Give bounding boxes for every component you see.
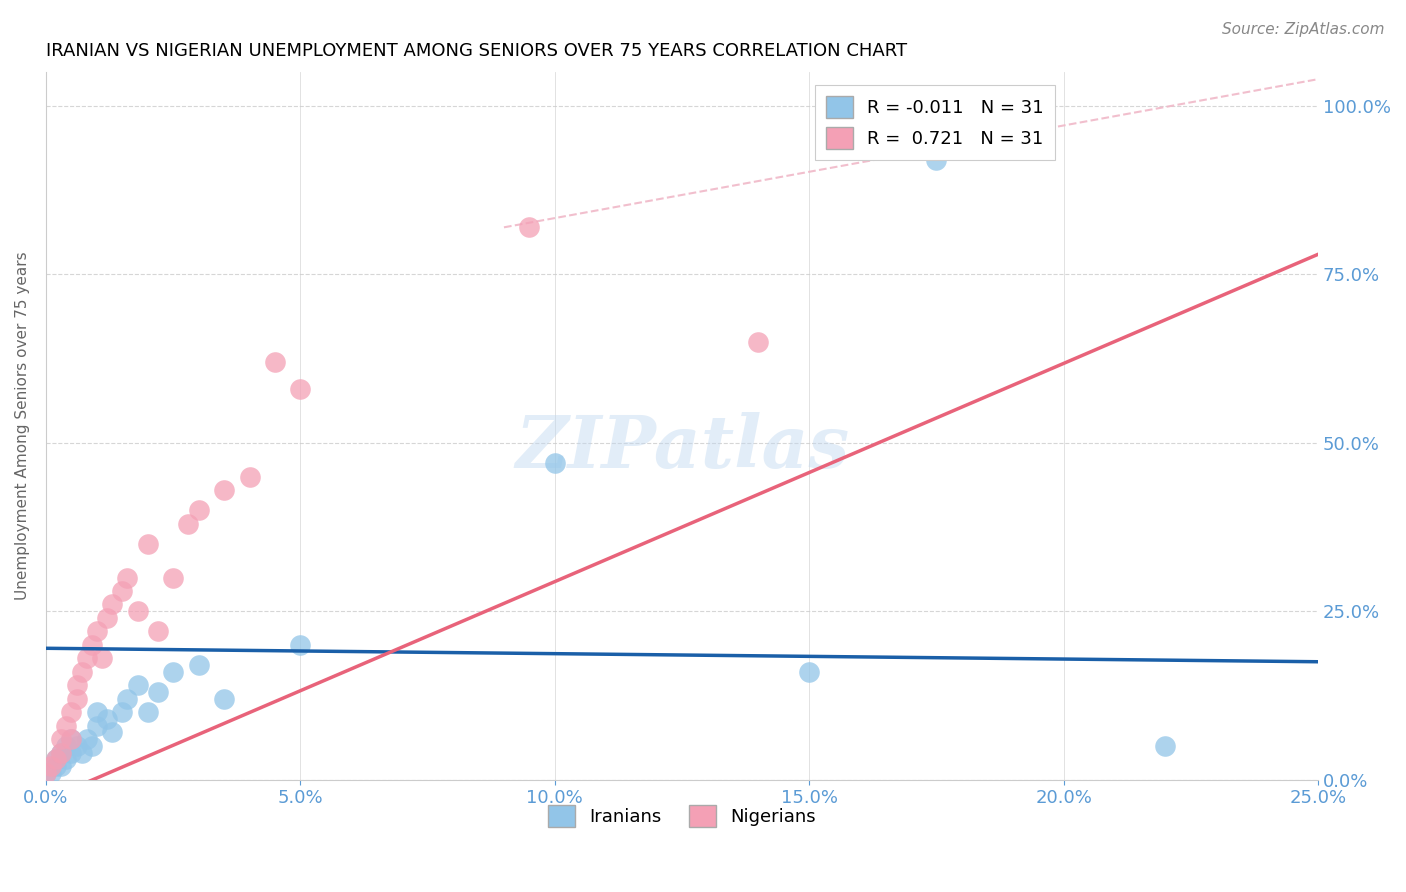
Point: [86, 719, 108, 733]
Point: [146, 685, 169, 699]
Point: [51, 732, 73, 747]
Text: IRANIAN VS NIGERIAN UNEMPLOYMENT AMONG SENIORS OVER 75 YEARS CORRELATION CHART: IRANIAN VS NIGERIAN UNEMPLOYMENT AMONG S…: [46, 42, 907, 60]
Point: [80, 739, 103, 753]
Point: [136, 537, 159, 551]
Point: [264, 355, 287, 369]
Point: [39, 759, 62, 773]
Point: [127, 678, 149, 692]
Point: [45, 752, 67, 766]
Point: [162, 665, 184, 679]
Text: ZIPatlas: ZIPatlas: [515, 412, 849, 483]
Point: [111, 584, 134, 599]
Point: [187, 658, 209, 673]
Legend: Iranians, Nigerians: Iranians, Nigerians: [541, 797, 824, 834]
Point: [35, 765, 58, 780]
Point: [60, 732, 83, 747]
Point: [39, 765, 62, 780]
Point: [86, 705, 108, 719]
Point: [35, 765, 58, 780]
Point: [96, 712, 118, 726]
Point: [117, 570, 139, 584]
Point: [101, 725, 124, 739]
Point: [799, 665, 821, 679]
Point: [70, 746, 93, 760]
Point: [162, 570, 184, 584]
Point: [70, 665, 93, 679]
Point: [45, 759, 67, 773]
Point: [747, 334, 769, 349]
Point: [60, 732, 83, 747]
Point: [51, 746, 73, 760]
Point: [101, 598, 124, 612]
Point: [925, 153, 948, 167]
Point: [290, 638, 312, 652]
Point: [65, 678, 87, 692]
Point: [146, 624, 169, 639]
Point: [76, 732, 98, 747]
Point: [60, 705, 83, 719]
Point: [96, 611, 118, 625]
Point: [51, 746, 73, 760]
Point: [55, 719, 77, 733]
Point: [127, 604, 149, 618]
Point: [86, 624, 108, 639]
Point: [51, 759, 73, 773]
Point: [212, 691, 235, 706]
Point: [519, 220, 541, 235]
Point: [238, 469, 260, 483]
Point: [544, 456, 567, 470]
Point: [1154, 739, 1177, 753]
Point: [91, 651, 114, 665]
Point: [117, 691, 139, 706]
Y-axis label: Unemployment Among Seniors over 75 years: Unemployment Among Seniors over 75 years: [15, 252, 30, 600]
Point: [187, 503, 209, 517]
Point: [177, 516, 200, 531]
Point: [212, 483, 235, 497]
Point: [111, 705, 134, 719]
Point: [45, 752, 67, 766]
Point: [136, 705, 159, 719]
Point: [55, 752, 77, 766]
Point: [60, 746, 83, 760]
Point: [55, 739, 77, 753]
Point: [65, 739, 87, 753]
Text: Source: ZipAtlas.com: Source: ZipAtlas.com: [1222, 22, 1385, 37]
Point: [76, 651, 98, 665]
Point: [290, 382, 312, 396]
Point: [65, 691, 87, 706]
Point: [80, 638, 103, 652]
